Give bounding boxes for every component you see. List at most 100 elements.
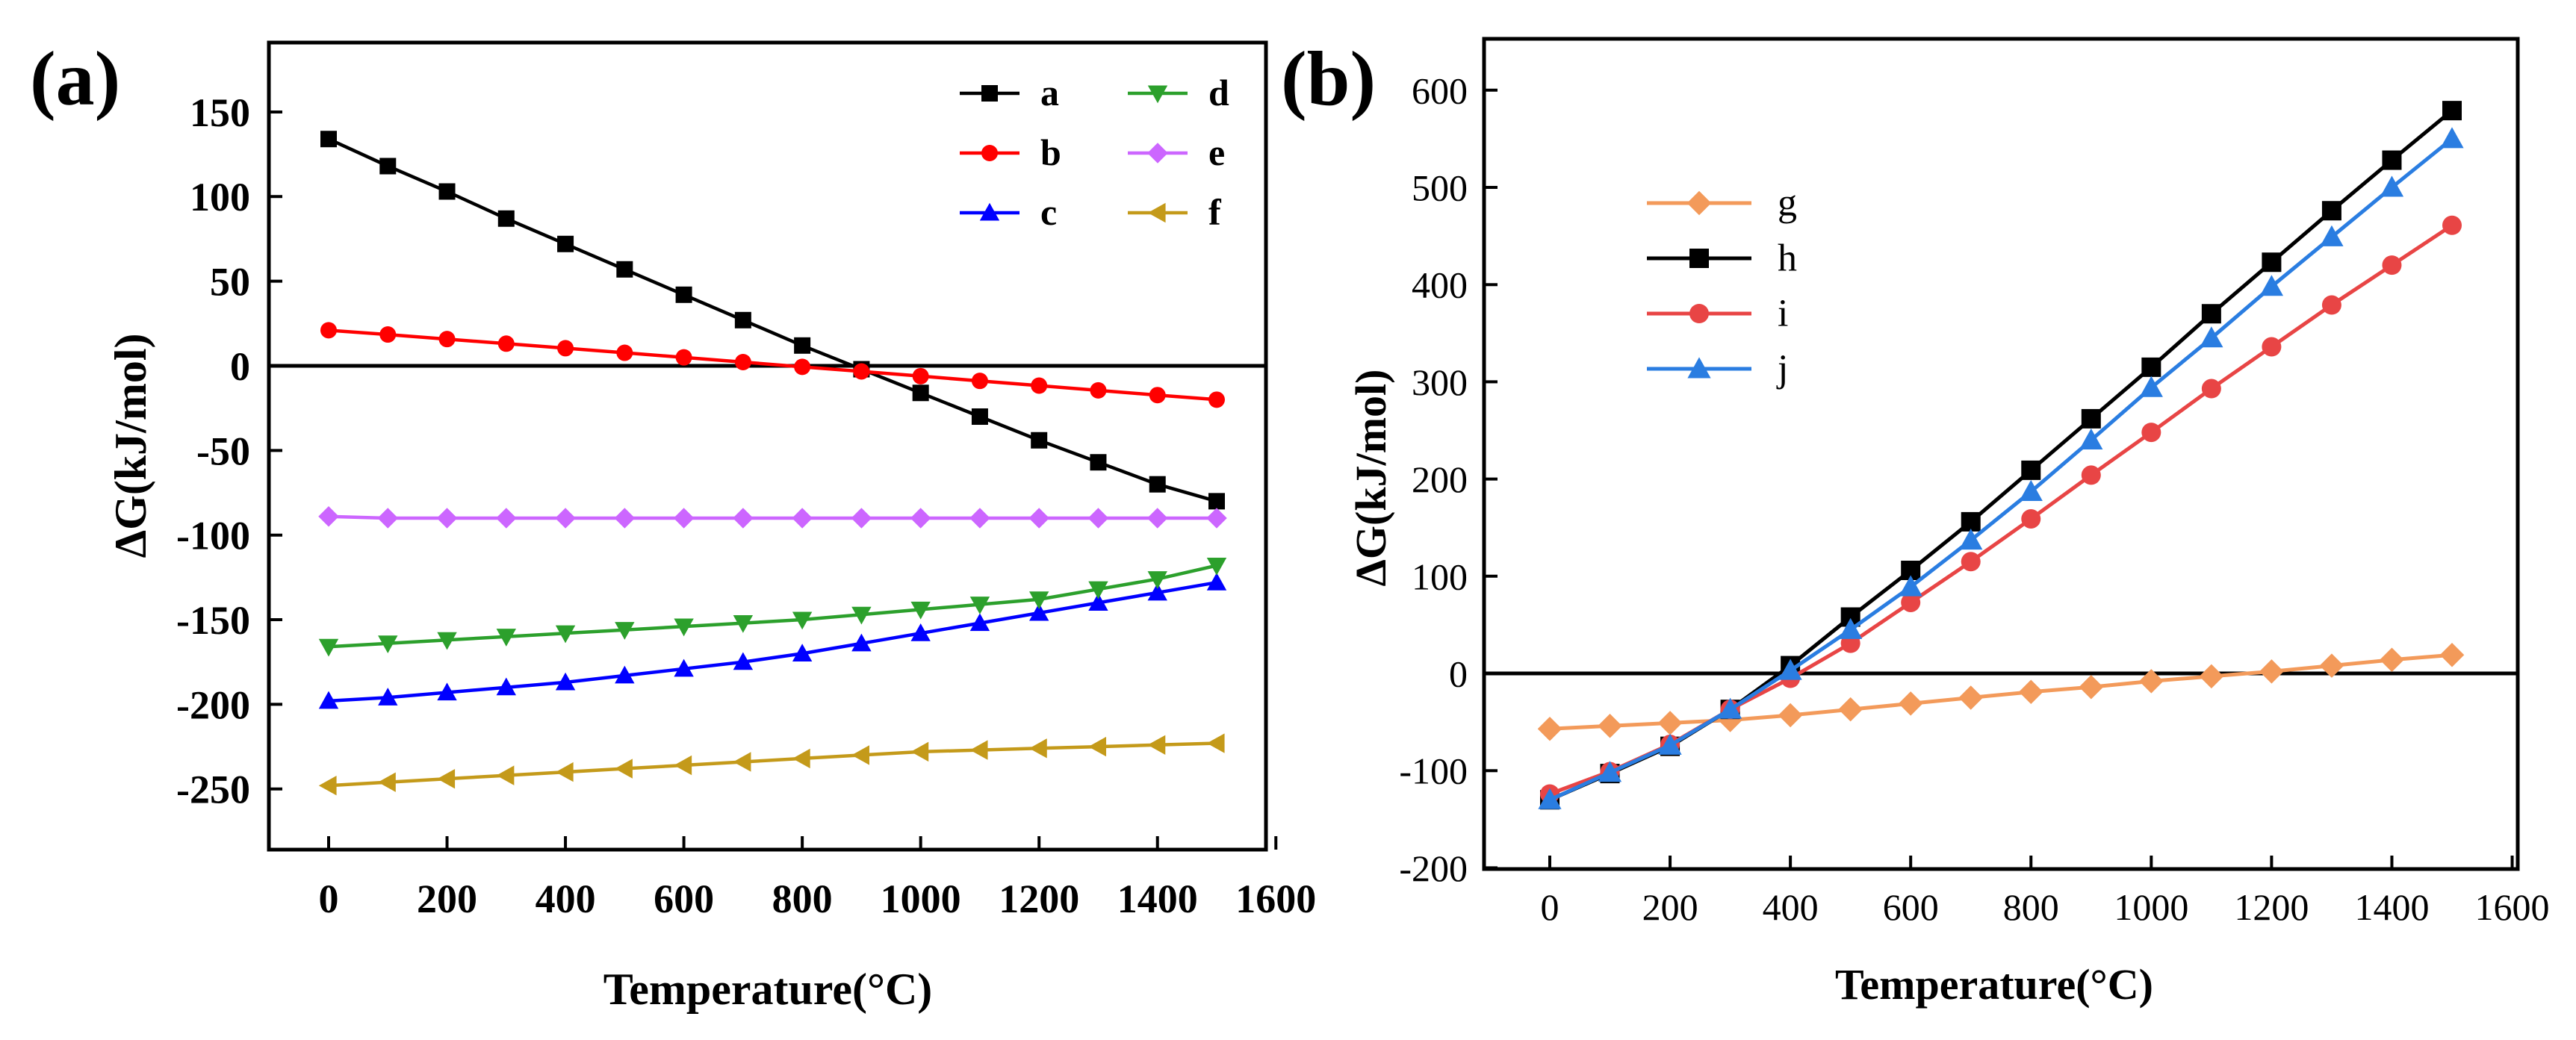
series-g	[1537, 643, 2465, 741]
series-d-point	[555, 625, 576, 644]
legend-j-marker	[1687, 357, 1711, 379]
x-tick-label: 1600	[2475, 886, 2550, 928]
series-j-point	[1719, 697, 1742, 719]
series-f-point	[1147, 735, 1166, 756]
y-tick-label: 0	[230, 344, 250, 389]
series-f-point	[378, 772, 396, 792]
series-i-point	[2141, 423, 2161, 443]
series-i-point	[2081, 465, 2101, 485]
y-tick-label: -100	[1399, 750, 1468, 792]
series-e-point	[318, 506, 339, 527]
panel-b-axes: 0 200 400 600 800 1000 1200 1400 160060050040030…	[1399, 69, 2549, 928]
series-a-point	[320, 131, 337, 148]
series-b-point	[379, 326, 397, 343]
series-g-point	[2019, 679, 2043, 704]
legend-e-label: e	[1208, 131, 1225, 173]
series-i-point	[2201, 379, 2221, 399]
series-j-point	[2079, 428, 2103, 449]
series-h-point	[2021, 460, 2041, 480]
series-b-point	[1208, 391, 1225, 408]
y-tick-label: 300	[1412, 361, 1468, 403]
series-e-point	[673, 508, 695, 529]
series-c-point	[733, 652, 754, 670]
panel-b-y-axis-label: ΔG(kJ/mol)	[1347, 370, 1395, 587]
panel-a-plot-frame	[267, 40, 1268, 852]
y-tick-label: 200	[1412, 458, 1468, 500]
series-f-point	[1206, 733, 1225, 753]
series-i-point	[2021, 508, 2041, 529]
series-b-point	[1031, 377, 1048, 394]
series-c-point	[1147, 582, 1167, 601]
legend-d-label: d	[1208, 72, 1229, 113]
series-a-point	[675, 286, 692, 303]
series-h-point	[2382, 150, 2402, 170]
series-b-point	[438, 331, 456, 348]
series-g-point	[1898, 691, 1923, 716]
series-j	[1538, 127, 2464, 809]
y-tick-label: -50	[196, 429, 250, 473]
series-i-point	[2262, 337, 2282, 357]
series-f-point	[437, 768, 456, 789]
series-i-point	[2442, 215, 2462, 235]
series-e-point	[496, 508, 517, 529]
series-f-line	[328, 741, 1217, 788]
panel-a-x-axis-label: Temperature(°C)	[603, 965, 933, 1014]
series-c-point	[496, 677, 516, 696]
series-c-point	[969, 613, 990, 632]
series-b-point	[497, 335, 515, 352]
x-tick-label: 1200	[999, 876, 1079, 921]
series-b-point	[794, 358, 811, 376]
series-j-point	[1658, 733, 1682, 755]
series-b-point	[853, 363, 870, 380]
x-tick-label: 800	[2003, 886, 2059, 928]
series-e-point	[910, 508, 931, 529]
panel-a-chart: (a) ΔG(kJ/mol) Temperature(°C) 0 200 400 60…	[30, 36, 1316, 1014]
series-e-line	[328, 514, 1217, 520]
legend-d-marker	[1147, 85, 1168, 104]
series-e-point	[614, 508, 636, 529]
series-d-point	[1029, 591, 1049, 610]
series-d-point	[496, 629, 516, 647]
series-b-line	[328, 328, 1217, 402]
legend-entry-d: d	[1128, 72, 1229, 113]
series-j-point	[1899, 575, 1922, 597]
series-f-point	[674, 755, 692, 776]
legend-j-label: j	[1776, 348, 1788, 390]
legend-b-marker	[981, 145, 998, 161]
series-a-point	[971, 408, 988, 426]
series-g-point	[2199, 664, 2224, 689]
series-c-point	[615, 665, 635, 684]
series-d-point	[792, 611, 813, 630]
series-f-point	[1029, 738, 1047, 759]
y-tick-label: 400	[1412, 264, 1468, 306]
x-tick-label: 200	[417, 876, 477, 921]
series-e	[318, 506, 1227, 529]
legend-entry-a: a	[960, 72, 1059, 113]
series-d-point	[437, 632, 457, 650]
series-g-point	[1778, 703, 1803, 728]
series-a-point	[734, 311, 751, 328]
series-c-point	[378, 688, 398, 706]
x-tick-label: 1600	[1235, 876, 1316, 921]
series-j-point	[2320, 225, 2344, 246]
series-f-point	[318, 776, 337, 796]
legend-entry-f: f	[1128, 191, 1222, 233]
series-i-line	[1549, 223, 2454, 796]
series-c-point	[674, 658, 694, 677]
series-e-point	[851, 508, 872, 529]
series-a-point	[557, 235, 574, 252]
series-j-point	[1778, 658, 1802, 680]
series-j-point	[2440, 127, 2464, 149]
y-tick-label: -150	[176, 598, 250, 643]
series-e-point	[377, 508, 399, 529]
x-tick-label: 1000	[881, 876, 961, 921]
series-c-point	[318, 691, 339, 709]
series-b-point	[971, 373, 988, 390]
y-tick-label: 100	[1412, 555, 1468, 597]
series-d-point	[1088, 581, 1108, 600]
series-f-point	[792, 748, 810, 769]
series-d-point	[674, 618, 694, 637]
x-tick-label: 200	[1642, 886, 1698, 928]
series-h-point	[2141, 357, 2161, 377]
